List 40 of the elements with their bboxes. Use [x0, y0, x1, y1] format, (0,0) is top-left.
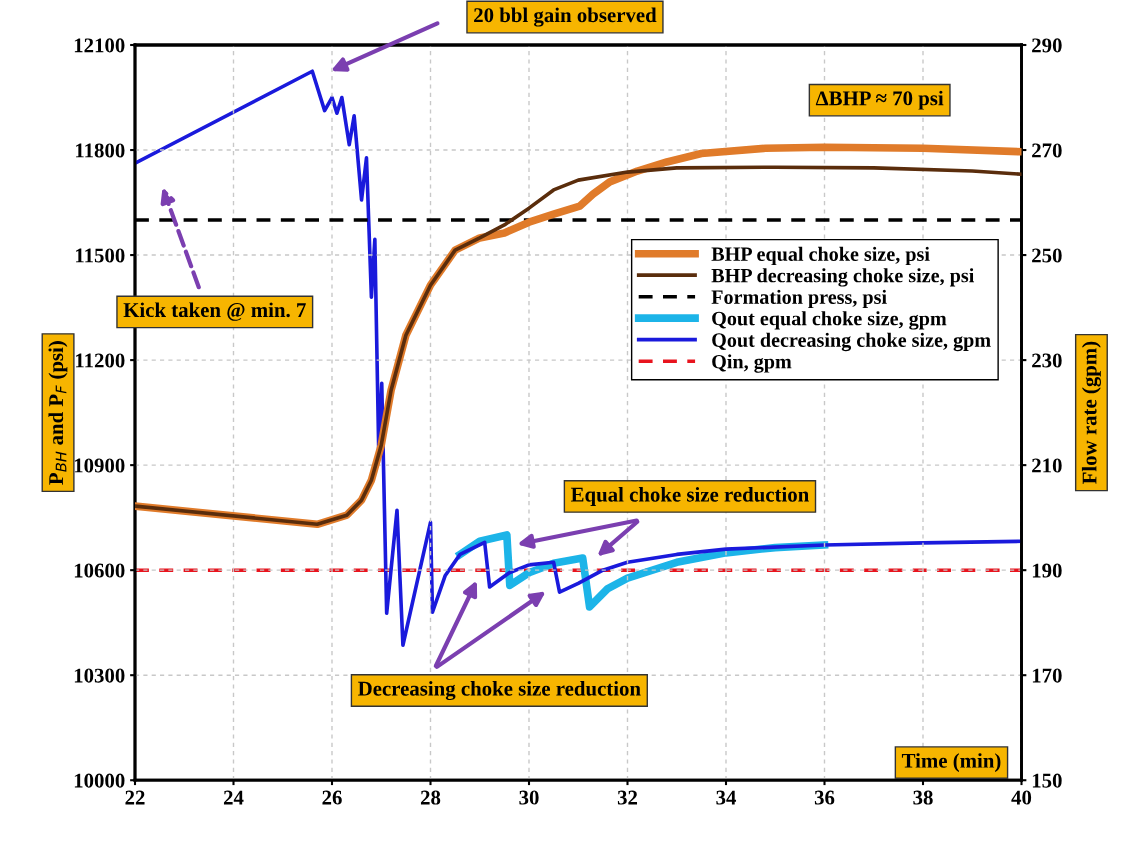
legend-label: Qout equal choke size, gpm	[712, 311, 947, 330]
x-tick-label: 36	[814, 790, 835, 805]
annotation: ΔBHP ≈ 70 psi	[815, 90, 944, 110]
y-tick-label: 11800	[76, 143, 125, 158]
legend-label: BHP decreasing choke size, psi	[711, 268, 975, 287]
x-tick-label: 32	[617, 790, 638, 805]
y-tick-label: 10300	[74, 668, 125, 683]
annotation: Equal choke size reduction	[570, 486, 809, 506]
annotation: Decreasing choke size reduction	[358, 681, 641, 701]
y-tick-label: 10000	[74, 773, 125, 788]
y2-axis-title: Flow rate (gpm)	[1081, 341, 1101, 484]
y-tick-label: 10600	[74, 563, 125, 578]
y2-tick-label: 210	[1032, 458, 1062, 473]
x-axis-title: Time (min)	[901, 753, 1001, 773]
y2-tick-label: 170	[1032, 668, 1062, 683]
y2-tick-label: 190	[1032, 563, 1062, 578]
x-tick-label: 30	[519, 790, 539, 805]
x-tick-label: 28	[420, 790, 441, 805]
y2-tick-label: 290	[1032, 38, 1062, 53]
annotation: Kick taken @ min. 7	[123, 302, 306, 321]
legend-label: Qin, gpm	[712, 354, 792, 373]
legend-label: Qout decreasing choke size, gpm	[712, 332, 991, 352]
legend-label: BHP equal choke size, psi	[711, 246, 930, 266]
y2-tick-label: 150	[1032, 773, 1062, 788]
text: 20 bbl gain observed	[474, 7, 657, 27]
x-tick-label: 38	[913, 790, 933, 805]
legend-label: Formation press, psi	[711, 289, 887, 309]
x-tick-label: 24	[223, 790, 244, 805]
x-tick-label: 34	[716, 790, 737, 805]
y-tick-label: 11500	[76, 248, 125, 263]
x-tick-label: 26	[322, 790, 342, 805]
x-tick-label: 40	[1011, 790, 1032, 805]
y2-tick-label: 250	[1032, 248, 1062, 263]
y-tick-label: 12100	[74, 38, 125, 53]
y-tick-label: 10900	[74, 458, 125, 473]
y-tick-label: 11200	[76, 353, 125, 368]
y-axis-title: P$_{BH}$ and P$_{F}$ (psi)	[48, 341, 68, 485]
y2-tick-label: 270	[1032, 143, 1062, 158]
x-tick-label: 22	[125, 790, 145, 805]
y2-tick-label: 230	[1032, 353, 1062, 368]
